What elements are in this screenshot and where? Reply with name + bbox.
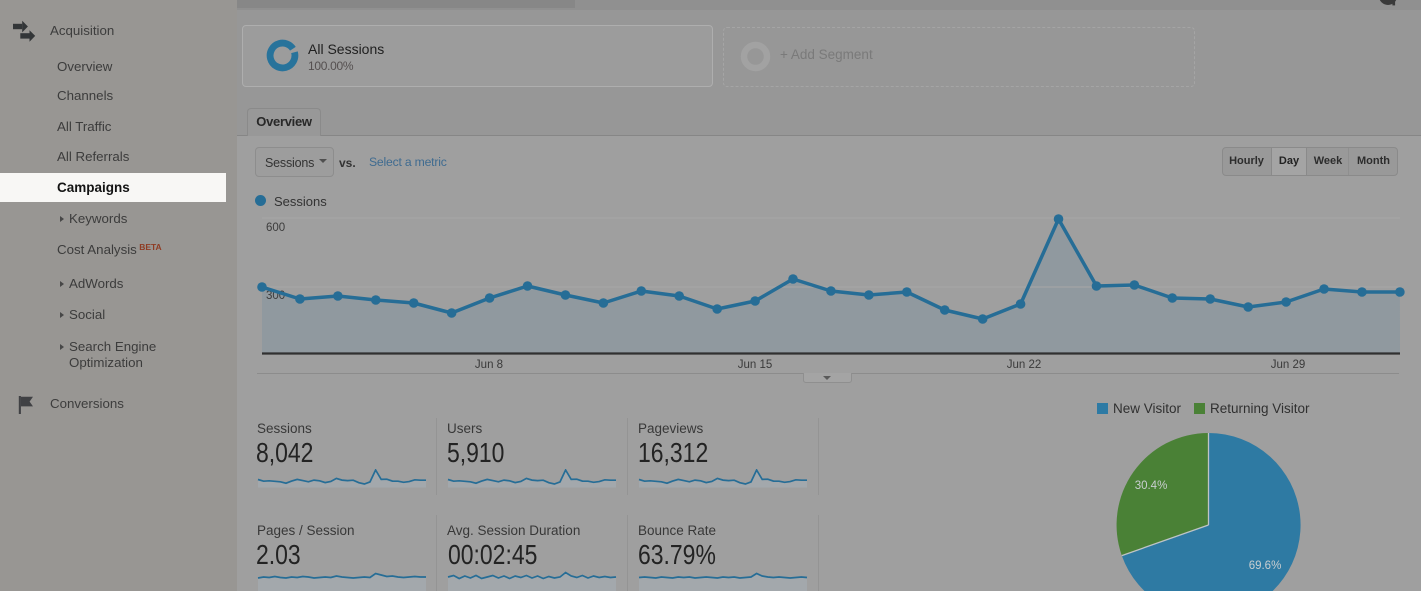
svg-text:Jun 29: Jun 29 xyxy=(1271,359,1306,371)
svg-text:Jun 22: Jun 22 xyxy=(1007,359,1042,371)
svg-text:Jun 8: Jun 8 xyxy=(475,359,503,371)
svg-text:600: 600 xyxy=(266,222,285,234)
svg-text:30.4%: 30.4% xyxy=(1135,480,1168,492)
svg-text:69.6%: 69.6% xyxy=(1249,560,1282,572)
svg-text:Jun 15: Jun 15 xyxy=(738,359,773,371)
